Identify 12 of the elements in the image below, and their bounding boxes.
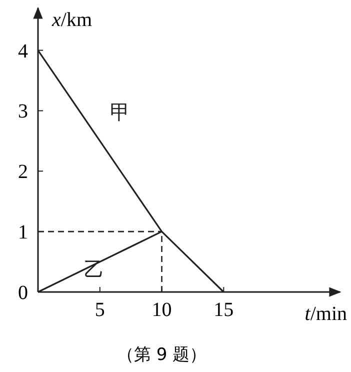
y-tick-label: 3: [18, 100, 28, 123]
y-tick-label: 0: [18, 282, 28, 304]
y-tick-label: 1: [18, 222, 28, 244]
series-label: 甲: [110, 102, 130, 124]
y-axis-title: x/km: [51, 9, 92, 31]
text: （第 9 题）: [116, 345, 207, 365]
y-tick-label: 4: [18, 40, 28, 62]
x-tick-label: 10: [152, 299, 172, 321]
y-tick-label: 2: [18, 161, 28, 184]
x-tick-label: 15: [214, 299, 234, 321]
x-axis-title: t/min: [304, 303, 347, 325]
x-tick-label: 5: [94, 299, 105, 321]
